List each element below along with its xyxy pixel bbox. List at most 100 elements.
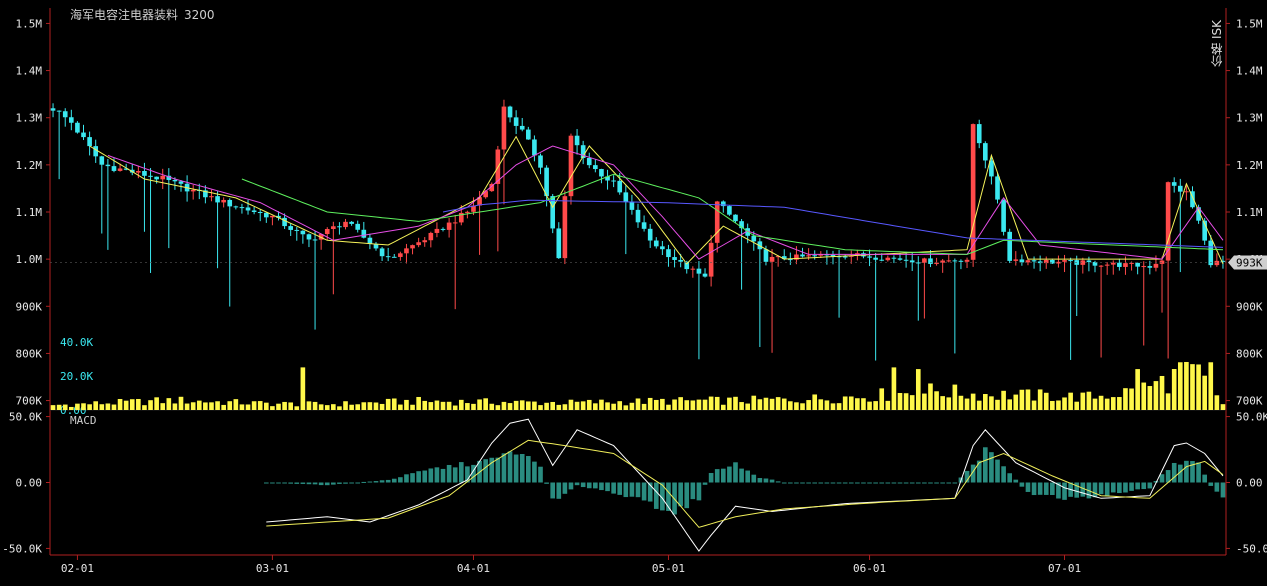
volume-bar	[696, 399, 702, 410]
macd-bar	[733, 462, 738, 483]
candle-body	[769, 256, 775, 262]
date-tick-label: 06-01	[853, 562, 886, 575]
macd-bar	[794, 482, 799, 484]
candle-body	[580, 145, 586, 158]
macd-bar	[1098, 482, 1104, 495]
volume-bar	[842, 396, 848, 410]
candle-body	[513, 117, 519, 126]
volume-bar	[1007, 399, 1013, 410]
candle-body	[519, 125, 525, 130]
volume-bar	[708, 396, 714, 410]
volume-bar	[855, 398, 860, 410]
candle-body	[812, 255, 818, 257]
candle-body	[714, 201, 720, 243]
volume-bar	[1092, 398, 1098, 410]
volume-bar	[361, 402, 367, 410]
price-tick-label-left: 1.0M	[16, 253, 43, 266]
candle-body	[751, 235, 757, 242]
volume-bar	[1098, 395, 1104, 410]
volume-bar	[1080, 392, 1086, 410]
macd-bar	[306, 482, 312, 485]
volume-tick-label: 20.0K	[60, 370, 93, 383]
candle-body	[56, 110, 62, 112]
candle-body	[702, 273, 708, 277]
volume-bar	[635, 398, 641, 410]
volume-bar	[1159, 375, 1165, 410]
macd-bar	[1147, 482, 1153, 489]
candle-body	[312, 239, 318, 241]
volume-bar	[312, 401, 318, 410]
volume-bar	[434, 400, 440, 410]
volume-bar	[550, 401, 556, 410]
volume-bar	[812, 394, 818, 410]
candle-body	[824, 254, 830, 256]
volume-bar	[452, 405, 458, 410]
volume-bar	[318, 404, 324, 410]
macd-bar	[702, 482, 708, 485]
volume-bar	[1190, 364, 1195, 410]
macd-bar	[1190, 461, 1195, 483]
candle-body	[574, 135, 580, 146]
volume-bar	[233, 399, 239, 410]
volume-bar	[398, 404, 403, 410]
candle-body	[647, 228, 653, 241]
candle-body	[331, 226, 336, 230]
candle-body	[727, 206, 732, 215]
candle-body	[562, 196, 568, 259]
volume-bar	[1202, 375, 1207, 410]
macd-bar	[404, 474, 409, 483]
macd-bar	[653, 482, 659, 509]
volume-bar	[964, 398, 970, 410]
moving-average-ma_short	[89, 135, 1224, 265]
price-tick-label-left: 1.2M	[16, 159, 43, 172]
volume-bar	[349, 404, 354, 410]
candle-body	[666, 249, 671, 258]
volume-bar	[196, 400, 202, 410]
candle-body	[1019, 259, 1025, 263]
candle-body	[1184, 191, 1189, 193]
volume-bar	[379, 403, 385, 410]
candle-body	[842, 256, 848, 258]
volume-bar	[672, 399, 677, 410]
macd-bar	[1037, 482, 1043, 495]
macd-tick-label-left: 50.0K	[9, 411, 42, 424]
macd-bar	[343, 482, 348, 484]
candle-body	[818, 254, 824, 256]
volume-bar	[1110, 397, 1116, 410]
macd-bar	[848, 482, 854, 484]
macd-bar	[678, 482, 683, 507]
volume-bar	[324, 405, 330, 410]
macd-bar	[647, 482, 653, 502]
candle-body	[1050, 259, 1055, 264]
date-tick-label: 04-01	[457, 562, 490, 575]
candle-body	[172, 179, 178, 182]
candle-body	[1129, 262, 1134, 264]
macd-tick-label-right: -50.0K	[1236, 542, 1267, 555]
candle-body	[294, 229, 300, 231]
volume-bar	[227, 401, 233, 410]
macd-bar	[562, 482, 568, 494]
volume-bar	[788, 401, 793, 410]
volume-bar	[160, 403, 166, 410]
macd-bar	[861, 482, 866, 484]
candle-body	[209, 196, 214, 198]
item-name: 海军电容注电器装料	[70, 8, 179, 22]
macd-bar	[1214, 482, 1220, 492]
macd-bar	[1220, 482, 1226, 498]
macd-bar	[885, 482, 891, 484]
candle-body	[964, 259, 970, 262]
macd-bar	[635, 482, 641, 498]
macd-bar	[666, 482, 671, 511]
volume-bar	[1147, 386, 1153, 410]
macd-bar	[1141, 482, 1147, 490]
candle-body	[1025, 260, 1031, 263]
macd-bar	[757, 478, 763, 483]
volume-bar	[1208, 362, 1214, 410]
macd-bar	[976, 460, 982, 483]
volume-bar	[105, 403, 111, 410]
macd-bar	[788, 482, 793, 484]
candle-body	[440, 228, 446, 230]
volume-bar	[970, 393, 976, 410]
volume-bar	[995, 399, 1000, 410]
